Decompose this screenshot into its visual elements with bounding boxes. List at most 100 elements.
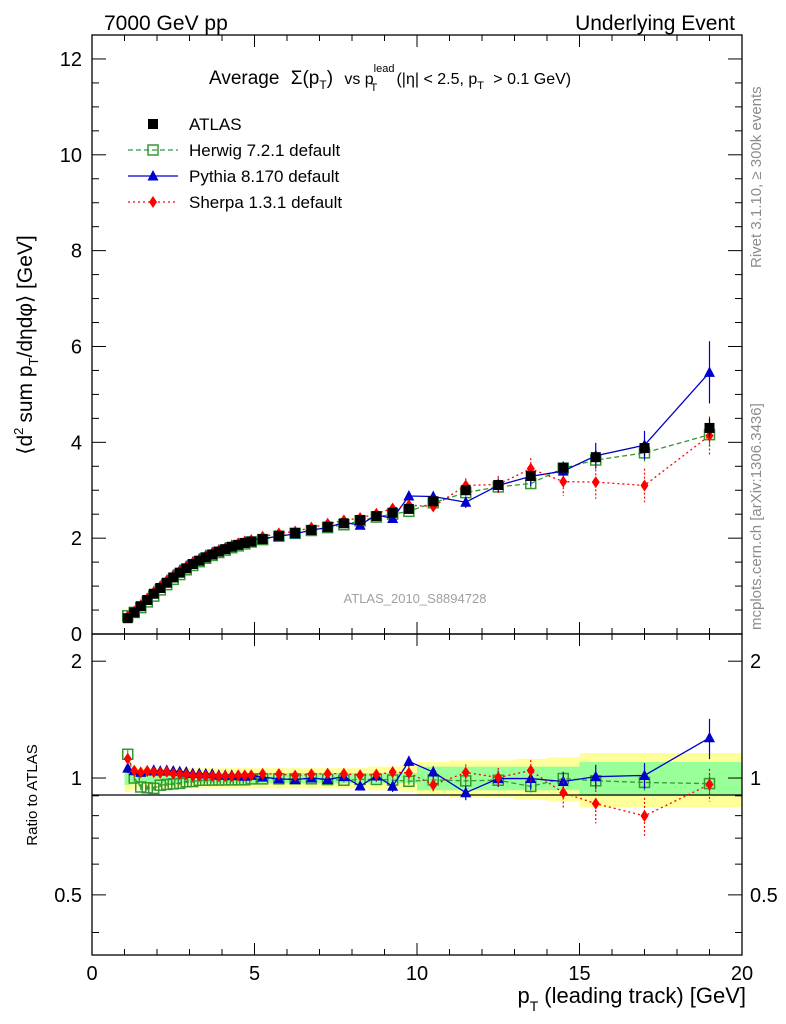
- ratio-point: [429, 778, 438, 791]
- data-point: [239, 537, 250, 548]
- y-tick-label: 4: [71, 432, 82, 454]
- mcplots-reference-text: mcplots.cern.ch [arXiv:1306.3436]: [748, 403, 765, 630]
- data-point: [273, 530, 284, 541]
- y-label-sub: T: [26, 357, 41, 365]
- ratio-point: [639, 769, 650, 780]
- data-point: [148, 588, 159, 599]
- ratio-point: [354, 780, 366, 791]
- data-point: [129, 607, 140, 618]
- data-point: [704, 366, 715, 377]
- ratio-point: [182, 768, 191, 781]
- x-tick-label: 15: [568, 963, 590, 985]
- title-sigma-sub: T: [319, 78, 327, 92]
- x-tick-label: 5: [249, 963, 260, 985]
- ratio-point: [557, 775, 569, 786]
- data-point: [194, 555, 205, 566]
- analysis-id: ATLAS_2010_S8894728: [344, 591, 487, 606]
- data-point: [403, 503, 414, 514]
- y-tick-label: 12: [60, 49, 82, 71]
- ratio-data-layer: [122, 718, 716, 837]
- ratio-point: [135, 781, 147, 793]
- legend: ATLAS Herwig 7.2.1 default Pythia 8.170 de…: [128, 115, 342, 212]
- x-label-rest: (leading track) [GeV]: [544, 983, 746, 1008]
- data-point: [226, 541, 237, 552]
- y-axis-label: ⟨d2 sum pT/dηdφ⟩ [GeV]: [11, 235, 41, 454]
- data-point: [525, 470, 536, 481]
- x-axis-label: pT (leading track) [GeV]: [517, 983, 746, 1014]
- data-point: [355, 514, 366, 525]
- ratio-point: [461, 766, 470, 779]
- data-point: [704, 422, 715, 433]
- legend-label: Pythia 8.170 default: [189, 167, 340, 186]
- rivet-version-text: Rivet 3.1.10, ≥ 300k events: [748, 86, 765, 268]
- ratio-y-tick-label: 2: [71, 651, 82, 673]
- ratio-stat-band: [124, 771, 131, 785]
- y-label-sup: 2: [11, 428, 26, 435]
- ratio-point: [149, 766, 158, 779]
- data-point: [403, 489, 415, 501]
- legend-marker: [149, 196, 157, 208]
- main-ticks: 0 2 4 6 8 10 12: [60, 35, 743, 646]
- ratio-panel: 0 5 10 15 20 0.5 0.5 1 1 2 2: [54, 633, 778, 985]
- ratio-point: [161, 778, 173, 791]
- ratio-point: [123, 752, 132, 765]
- title-sigma: Σ(p: [291, 68, 320, 89]
- title-cut-a: (|η| < 2.5, p: [396, 71, 477, 88]
- ratio-point: [136, 766, 145, 779]
- data-point: [558, 462, 569, 473]
- ratio-point: [143, 765, 152, 778]
- x-tick-label: 0: [86, 963, 97, 985]
- ratio-point: [526, 764, 535, 777]
- ratio-point: [404, 766, 413, 779]
- data-point: [590, 452, 601, 463]
- ratio-point: [494, 771, 503, 784]
- ratio-point: [403, 755, 415, 766]
- ratio-series-line: [127, 758, 710, 817]
- data-point: [246, 536, 257, 547]
- ratio-point: [156, 766, 165, 779]
- ratio-point: [388, 766, 397, 779]
- data-point: [493, 479, 504, 490]
- ratio-point: [247, 769, 256, 782]
- ratio-point: [122, 762, 134, 773]
- ratio-point: [427, 766, 439, 777]
- ratio-point: [307, 768, 316, 781]
- ratio-point: [201, 769, 210, 782]
- data-point: [591, 476, 600, 489]
- data-point: [559, 475, 568, 488]
- data-point: [122, 613, 133, 624]
- data-point: [387, 512, 399, 524]
- data-point: [290, 527, 301, 538]
- ratio-point: [258, 767, 267, 780]
- ratio-point: [559, 786, 568, 799]
- data-point: [257, 534, 268, 545]
- data-point: [168, 572, 179, 583]
- ratio-point: [195, 769, 204, 782]
- ratio-point: [214, 770, 223, 783]
- ratio-y-tick-label: 1: [750, 768, 761, 790]
- ratio-y-tick-label: 1: [71, 768, 82, 790]
- ratio-y-axis-label: Ratio to ATLAS: [24, 744, 41, 845]
- y-tick-label: 8: [71, 241, 82, 263]
- chart-title: Average Σ(pT) vs plead T (|η| < 2.5, pT >…: [209, 63, 571, 96]
- ratio-point: [640, 809, 649, 822]
- legend-label: Herwig 7.2.1 default: [189, 141, 340, 160]
- ratio-point: [323, 767, 332, 780]
- x-label-sub: T: [530, 998, 539, 1014]
- ratio-point: [130, 764, 139, 777]
- ratio-point: [188, 769, 197, 782]
- header-left: 7000 GeV pp: [104, 12, 228, 35]
- ratio-point: [705, 778, 714, 791]
- data-point: [338, 518, 349, 529]
- y-tick-label: 10: [60, 145, 82, 167]
- y-tick-label: 6: [71, 336, 82, 358]
- x-tick-label: 20: [731, 963, 753, 985]
- ratio-point: [234, 769, 243, 782]
- legend-marker: [147, 144, 159, 156]
- ratio-point: [590, 770, 602, 782]
- title-vs: vs p: [344, 71, 373, 88]
- series-line: [127, 435, 710, 617]
- ratio-stat-band: [144, 773, 151, 784]
- ratio-point: [339, 767, 348, 780]
